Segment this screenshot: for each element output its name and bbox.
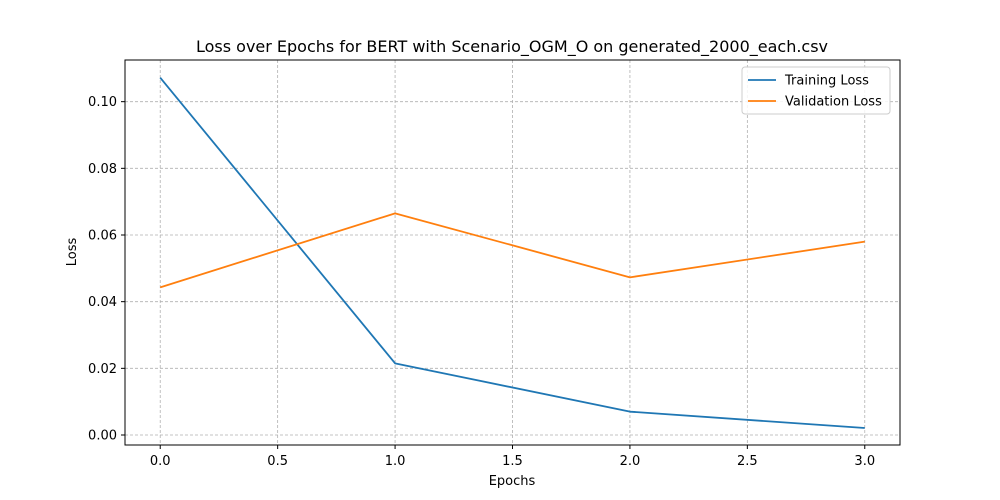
legend-box (741, 66, 891, 115)
y-tick-label: 0.04 (88, 295, 117, 310)
x-tick-label: 2.5 (737, 454, 758, 469)
x-tick-label: 3.0 (854, 454, 875, 469)
y-axis-ticks: 0.00 0.02 0.04 0.06 0.08 0.10 (88, 95, 125, 444)
y-tick-label: 0.10 (88, 95, 117, 110)
y-tick-label: 0.08 (88, 162, 117, 177)
x-axis-label: Epochs (489, 474, 536, 489)
x-tick-label: 0.5 (267, 454, 288, 469)
y-tick-label: 0.02 (88, 362, 117, 377)
validation-loss-line (159, 212, 865, 289)
x-axis-ticks: 0.0 0.5 1.0 1.5 2.0 2.5 3.0 (150, 445, 875, 469)
training-loss-line (159, 77, 865, 429)
chart-title: Loss over Epochs for BERT with Scenario_… (196, 37, 828, 57)
x-tick-label: 0.0 (150, 454, 171, 469)
y-tick-label: 0.06 (88, 229, 117, 244)
y-tick-label: 0.00 (88, 429, 117, 444)
series-lines (159, 77, 865, 429)
y-axis-label: Loss (65, 238, 80, 267)
x-tick-label: 2.0 (620, 454, 641, 469)
x-tick-label: 1.5 (502, 454, 523, 469)
chart-legend: Training Loss Validation Loss (741, 66, 891, 115)
legend-label-training-loss: Training Loss (784, 74, 869, 89)
legend-label-validation-loss: Validation Loss (785, 95, 882, 110)
x-tick-label: 1.0 (385, 454, 406, 469)
